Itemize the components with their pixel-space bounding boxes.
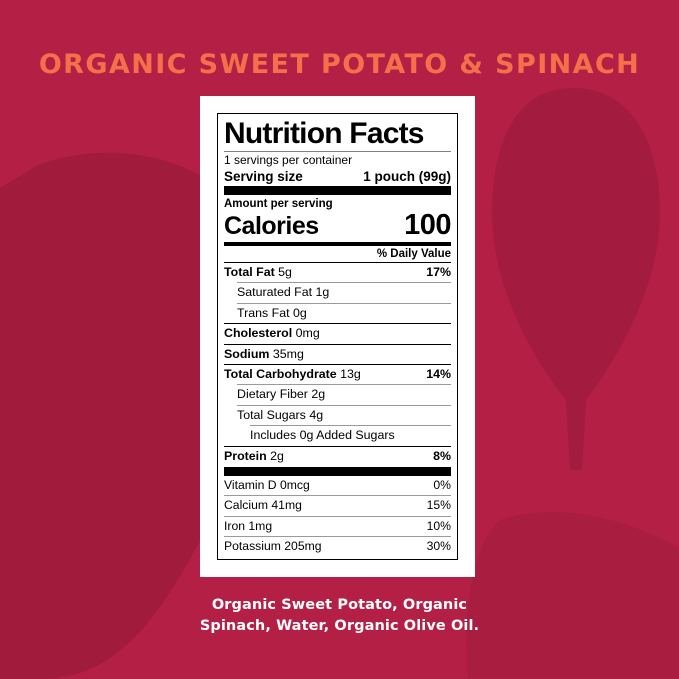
vitamin-row: Iron 1mg 10%: [224, 517, 451, 536]
nutrient-row: Total Sugars 4g: [224, 406, 451, 425]
vitamin-divider: [224, 495, 451, 497]
divider-under-heading: [224, 151, 451, 152]
vitamin-row: Vitamin D 0mcg 0%: [224, 476, 451, 495]
vitamin-daily-value: 30%: [426, 539, 451, 554]
vitamin-daily-value: 0%: [433, 478, 451, 493]
amount-per-serving-label: Amount per serving: [224, 198, 333, 210]
vitamin-name: Iron 1mg: [224, 518, 273, 533]
serving-size-value: 1 pouch (99g): [363, 169, 451, 184]
nutrient-divider: [224, 445, 451, 447]
nutrition-label-panel: Nutrition Facts 1 servings per container…: [200, 96, 475, 577]
vitamin-rows: Vitamin D 0mcg 0% Calcium 41mg 15% Iron 1mg 1…: [224, 476, 451, 557]
nutrient-row: Total Carbohydrate 13g 14%: [224, 365, 451, 384]
divider-thick-serving: [224, 186, 451, 195]
daily-value-header: % Daily Value: [376, 248, 451, 260]
nutrient-name: Includes 0g Added Sugars: [250, 428, 395, 443]
nutrient-divider: [224, 364, 451, 366]
vitamin-divider: [224, 515, 451, 517]
nutrient-divider: [224, 343, 451, 345]
nutrient-divider: [250, 425, 451, 427]
nutrient-divider: [237, 282, 451, 284]
nutrient-row: Trans Fat 0g: [224, 304, 451, 323]
nutrient-divider: [224, 323, 451, 325]
nutrient-row: Dietary Fiber 2g: [224, 385, 451, 404]
nutrient-daily-value: 8%: [433, 448, 451, 463]
nutrient-divider: [237, 384, 451, 386]
nutrient-divider: [237, 302, 451, 304]
vitamin-daily-value: 15%: [426, 498, 451, 513]
vitamin-name: Calcium 41mg: [224, 498, 302, 513]
calories-row: Calories 100: [224, 211, 451, 241]
nutrient-name: Dietary Fiber 2g: [237, 387, 326, 402]
nutrition-facts-heading: Nutrition Facts: [224, 117, 424, 150]
page-title: ORGANIC SWEET POTATO & SPINACH: [38, 49, 641, 80]
nutrient-name: Total Fat 5g: [224, 265, 292, 279]
divider-under-calories: [224, 242, 451, 246]
nutrient-daily-value: 17%: [426, 265, 451, 279]
serving-size-row: Serving size 1 pouch (99g): [224, 168, 451, 185]
nutrient-name: Protein 2g: [224, 448, 284, 463]
nutrient-rows: Total Fat 5g 17% Saturated Fat 1g Trans Fat…: [224, 262, 451, 466]
nutrient-row: Total Fat 5g 17%: [224, 263, 451, 282]
divider-thick-protein: [224, 467, 451, 477]
nutrient-divider: [224, 262, 451, 263]
vitamin-name: Potassium 205mg: [224, 539, 322, 554]
nutrient-row: Saturated Fat 1g: [224, 283, 451, 302]
ingredients-line-2: Spinach, Water, Organic Olive Oil.: [199, 618, 480, 634]
ingredients-text: Organic Sweet Potato, Organic Spinach, W…: [0, 595, 679, 637]
nutrient-name: Saturated Fat 1g: [237, 285, 330, 300]
vitamin-name: Vitamin D 0mcg: [224, 478, 310, 493]
nutrient-row: Cholesterol 0mg: [224, 324, 451, 343]
vitamin-divider: [224, 536, 451, 538]
nutrient-row: Sodium 35mg: [224, 345, 451, 364]
nutrient-name: Total Sugars 4g: [237, 407, 324, 422]
calories-value: 100: [404, 209, 451, 241]
nutrient-name: Trans Fat 0g: [237, 305, 307, 320]
leaf-shape-right: [492, 88, 660, 470]
nutrient-name: Sodium 35mg: [224, 346, 304, 361]
vitamin-row: Potassium 205mg 30%: [224, 537, 451, 556]
nutrient-name: Cholesterol 0mg: [224, 326, 320, 341]
nutrient-divider: [237, 404, 451, 406]
nutrition-facts-box: Nutrition Facts 1 servings per container…: [217, 113, 458, 560]
nutrient-name: Total Carbohydrate 13g: [224, 367, 361, 382]
vitamin-daily-value: 10%: [426, 518, 451, 533]
vitamin-row: Calcium 41mg 15%: [224, 496, 451, 515]
calories-label: Calories: [224, 212, 319, 240]
ingredients-line-1: Organic Sweet Potato, Organic: [211, 597, 468, 613]
nutrient-row: Includes 0g Added Sugars: [224, 426, 451, 445]
serving-size-label: Serving size: [224, 169, 303, 184]
nutrient-row: Protein 2g 8%: [224, 447, 451, 466]
servings-per-container: 1 servings per container: [224, 153, 353, 167]
nutrient-daily-value: 14%: [426, 367, 451, 382]
